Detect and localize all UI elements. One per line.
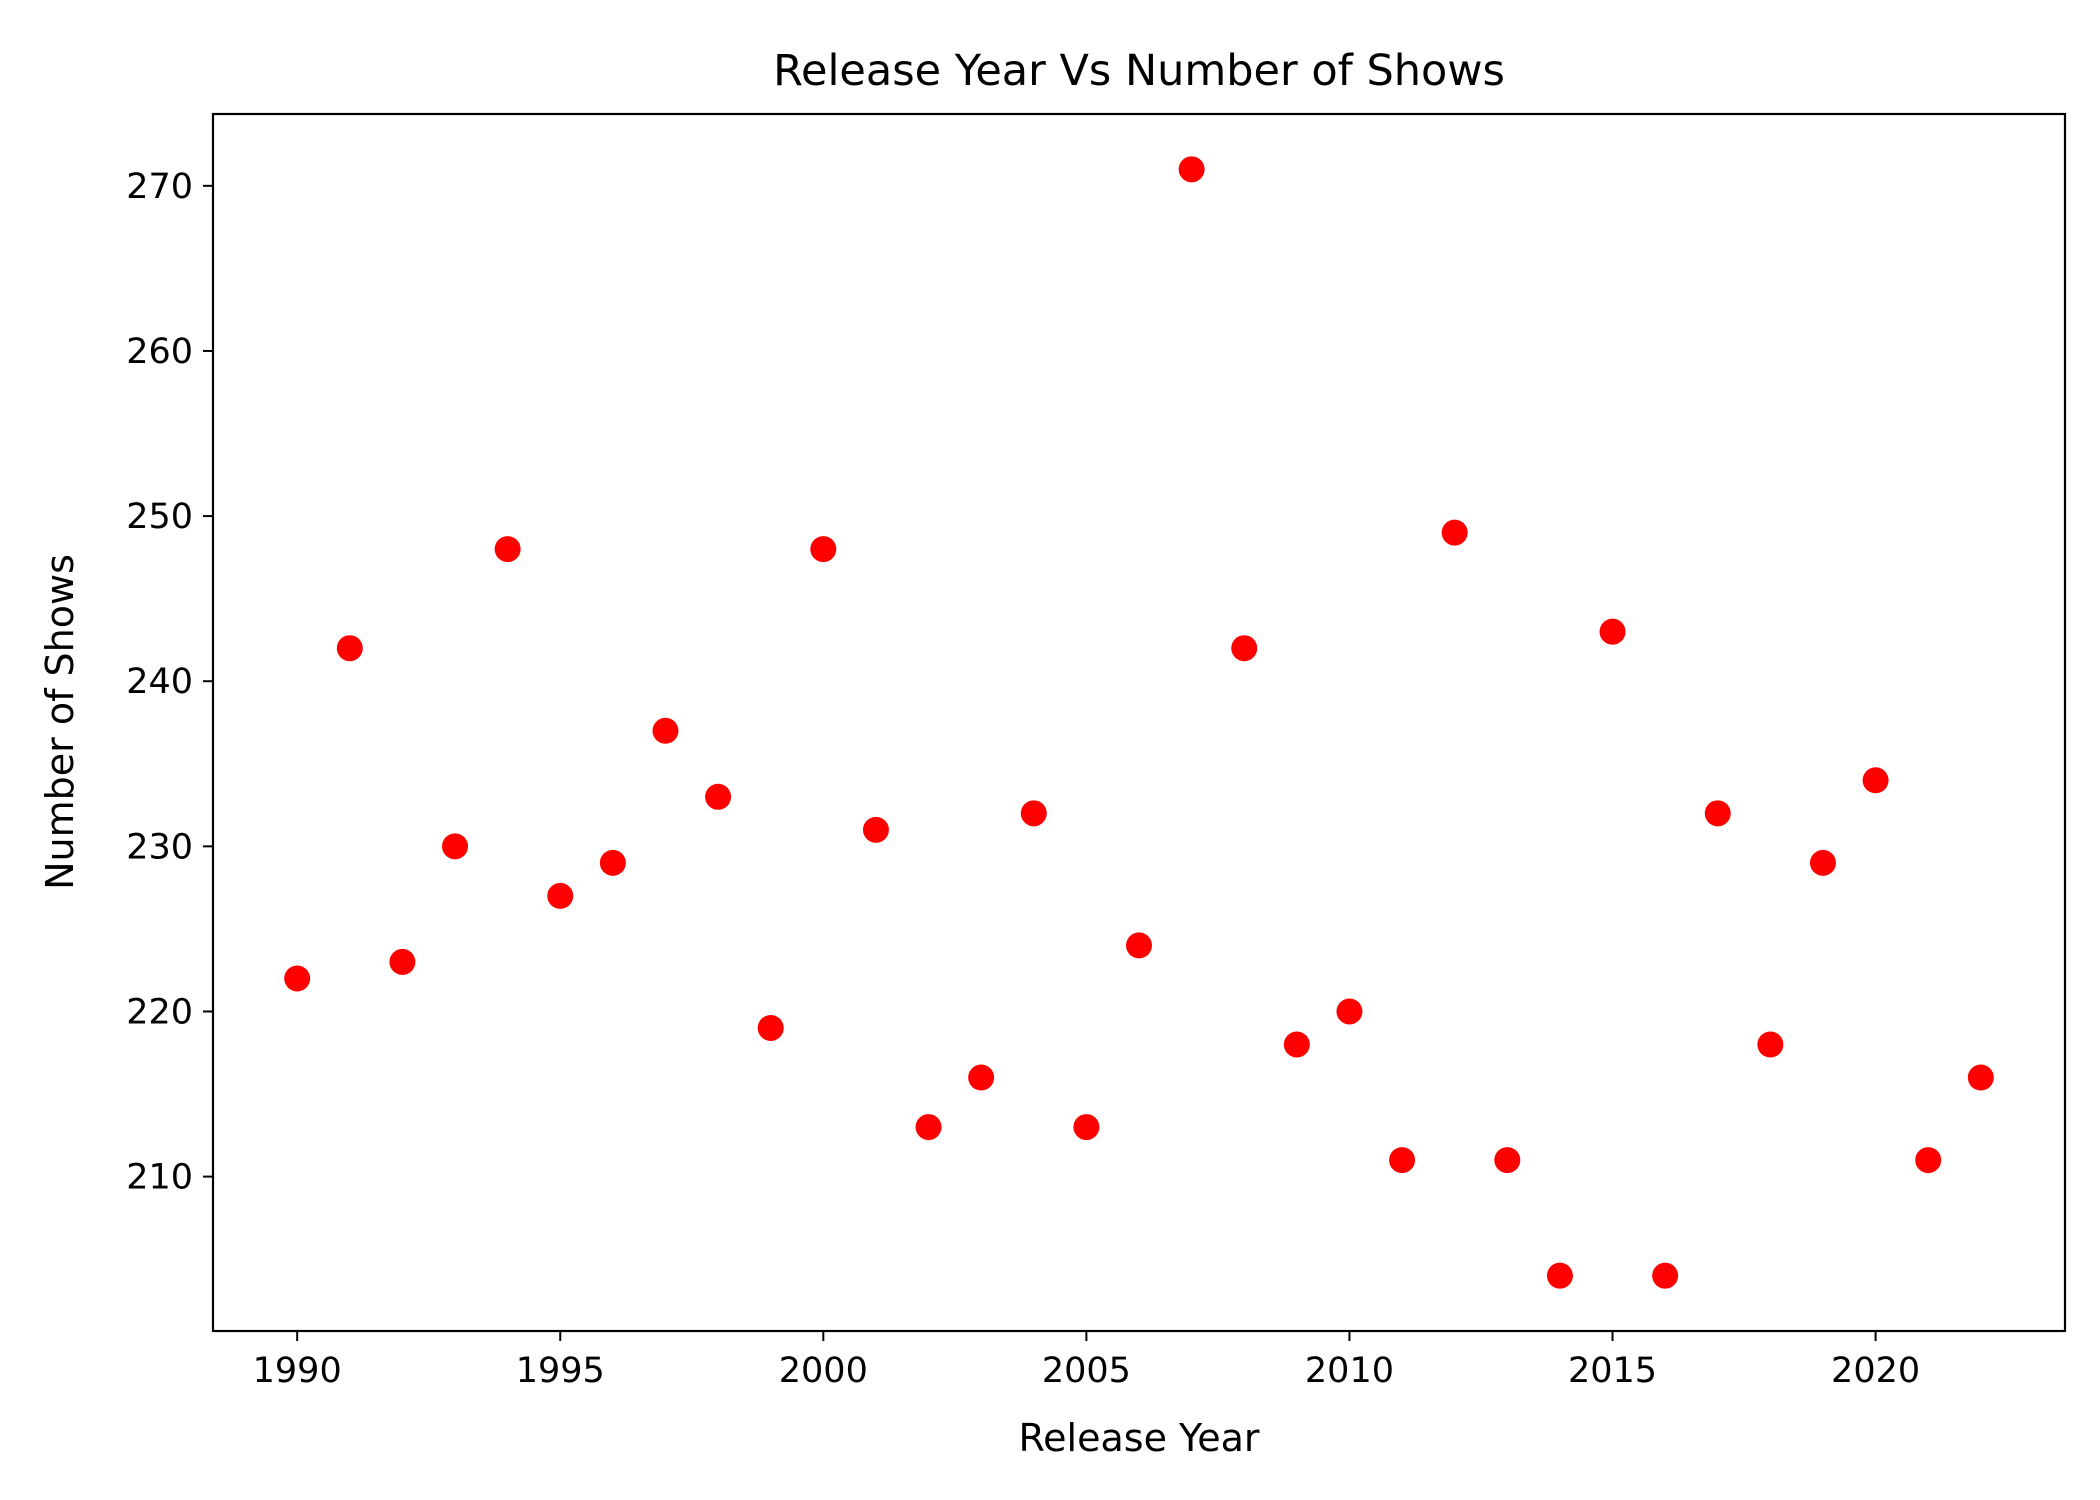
data-point	[1599, 618, 1626, 645]
data-points	[284, 156, 1994, 1289]
data-point	[1652, 1262, 1679, 1289]
data-point	[1336, 998, 1363, 1025]
y-tick-label: 270	[126, 167, 193, 207]
y-axis-ticks: 210 220 230 240 250 260 270	[126, 167, 213, 1198]
data-point	[1178, 156, 1205, 183]
x-axis-ticks: 1990 1995 2000 2005 2010 2015 2020	[253, 1331, 1920, 1391]
y-tick-label: 220	[126, 992, 193, 1032]
y-tick-label: 210	[126, 1158, 193, 1198]
data-point	[915, 1114, 942, 1141]
data-point	[1862, 767, 1889, 794]
y-axis-label: Number of Shows	[38, 554, 82, 890]
x-tick-label: 2015	[1568, 1351, 1657, 1391]
data-point	[1283, 1031, 1310, 1058]
data-point	[968, 1064, 995, 1091]
data-point	[1809, 849, 1836, 876]
data-point	[1967, 1064, 1994, 1091]
data-point	[652, 717, 679, 744]
x-tick-label: 2020	[1831, 1351, 1920, 1391]
data-point	[810, 536, 837, 563]
data-point	[1073, 1114, 1100, 1141]
y-tick-label: 250	[126, 497, 193, 537]
data-point	[1231, 635, 1258, 662]
data-point	[494, 536, 521, 563]
data-point	[705, 783, 732, 810]
x-tick-label: 1990	[253, 1351, 342, 1391]
y-tick-label: 240	[126, 662, 193, 702]
y-tick-label: 260	[126, 332, 193, 372]
data-point	[1494, 1147, 1521, 1174]
chart-title: Release Year Vs Number of Shows	[773, 46, 1505, 96]
x-axis-label: Release Year	[1018, 1416, 1259, 1460]
data-point	[547, 882, 574, 909]
data-point	[1389, 1147, 1416, 1174]
data-point	[1915, 1147, 1942, 1174]
data-point	[1020, 800, 1047, 827]
y-tick-label: 230	[126, 827, 193, 867]
data-point	[1126, 932, 1152, 959]
data-point	[599, 849, 626, 876]
data-point	[862, 816, 889, 843]
data-point	[442, 833, 469, 860]
data-point	[1757, 1031, 1784, 1058]
data-point	[1441, 519, 1468, 546]
plot-area-frame	[211, 112, 2067, 1333]
x-tick-label: 1995	[516, 1351, 605, 1391]
x-tick-label: 2000	[779, 1351, 868, 1391]
data-point	[284, 965, 311, 992]
data-point	[1704, 800, 1731, 827]
x-tick-label: 2005	[1042, 1351, 1131, 1391]
data-point	[1546, 1262, 1573, 1289]
data-point	[336, 635, 363, 662]
data-point	[757, 1014, 784, 1041]
data-point	[389, 948, 416, 975]
x-tick-label: 2010	[1305, 1351, 1394, 1391]
